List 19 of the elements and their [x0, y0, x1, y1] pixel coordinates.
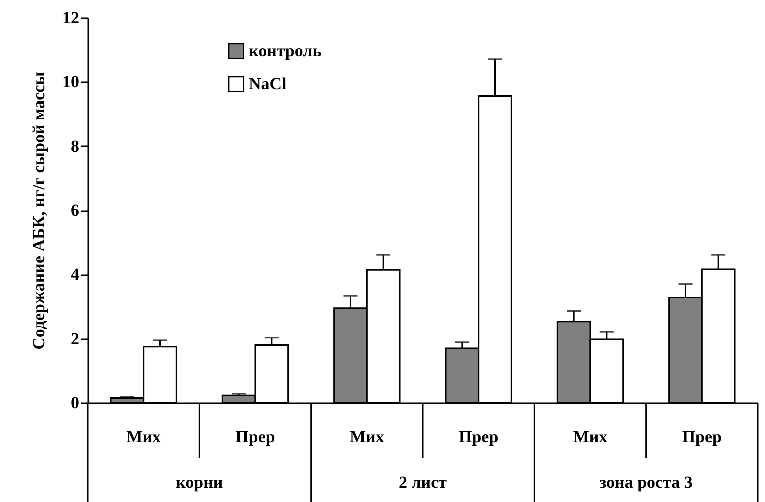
y-tick-label: 4 [71, 265, 80, 284]
y-tick-label: 8 [71, 136, 80, 156]
y-axis-title: Содержание АБК, нг/г сырой массы [30, 72, 48, 350]
x-tick-label: Прер [236, 428, 276, 446]
x-tick-label: Прер [458, 428, 499, 446]
y-tick-label: 12 [62, 8, 80, 28]
text: корни [176, 473, 224, 492]
x-tick-label: Прер [682, 428, 722, 446]
legend-label: контроль [249, 42, 322, 60]
y-tick-label: 2 [71, 329, 80, 348]
text: зона роста 3 [600, 473, 693, 492]
x-tick-label: Мих [350, 428, 385, 446]
y-tick-label: 10 [62, 72, 80, 92]
y-tick-label: 0 [71, 394, 80, 412]
legend-label: NaCl [249, 74, 288, 94]
y-tick-label: 6 [71, 201, 80, 220]
x-tick-label: Мих [126, 428, 162, 446]
x-tick-label: Мих [573, 428, 608, 446]
text: 2 лист [399, 473, 448, 492]
